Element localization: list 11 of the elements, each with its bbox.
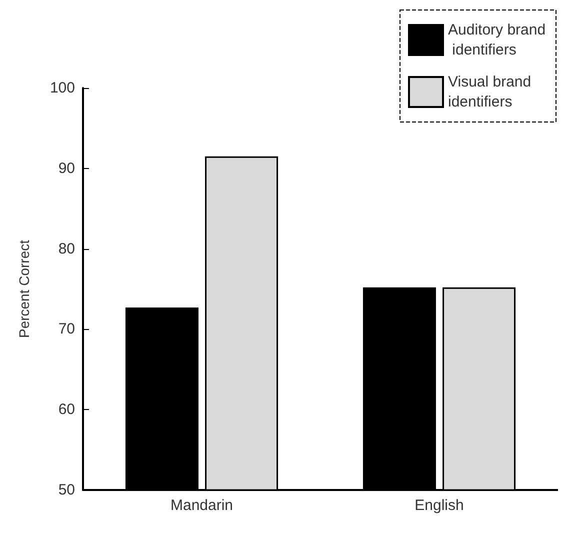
y-tick-label: 50 bbox=[58, 482, 75, 498]
x-tick-label: Mandarin bbox=[170, 497, 234, 514]
legend-label: Visual brand identifiers bbox=[448, 74, 536, 110]
x-tick-label: English bbox=[414, 497, 464, 514]
legend-label: Auditory brand identifiers bbox=[448, 22, 546, 58]
y-axis-title: Percent Correct bbox=[16, 240, 32, 338]
y-tick-label: 80 bbox=[58, 240, 75, 258]
y-tick-label: 100 bbox=[50, 80, 75, 96]
y-tick-label: 60 bbox=[58, 401, 75, 418]
y-tick-label: 70 bbox=[58, 320, 75, 338]
y-tick-label: 90 bbox=[58, 160, 75, 177]
